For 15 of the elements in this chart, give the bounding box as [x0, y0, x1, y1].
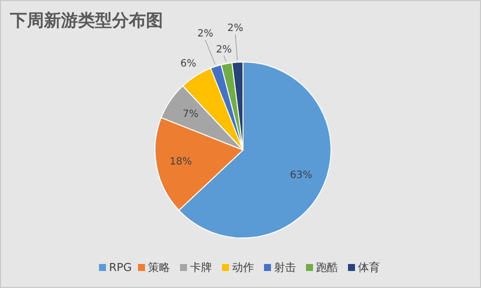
- data-label: 18%: [170, 156, 192, 168]
- data-label: 6%: [180, 58, 196, 70]
- legend-label: 动作: [232, 261, 254, 274]
- legend-label: 卡牌: [190, 261, 212, 274]
- chart-title: 下周新游类型分布图: [9, 11, 163, 31]
- legend-label: RPG: [109, 261, 132, 274]
- legend-label: 体育: [358, 261, 380, 274]
- legend-label: 射击: [274, 261, 296, 274]
- legend-label: 跑酷: [316, 261, 338, 274]
- data-label: 2%: [197, 28, 214, 40]
- data-label: 2%: [227, 22, 244, 34]
- legend-label: 策略: [148, 261, 170, 274]
- data-label: 7%: [182, 109, 199, 120]
- data-label: 63%: [290, 170, 312, 181]
- data-label: 2%: [216, 44, 232, 56]
